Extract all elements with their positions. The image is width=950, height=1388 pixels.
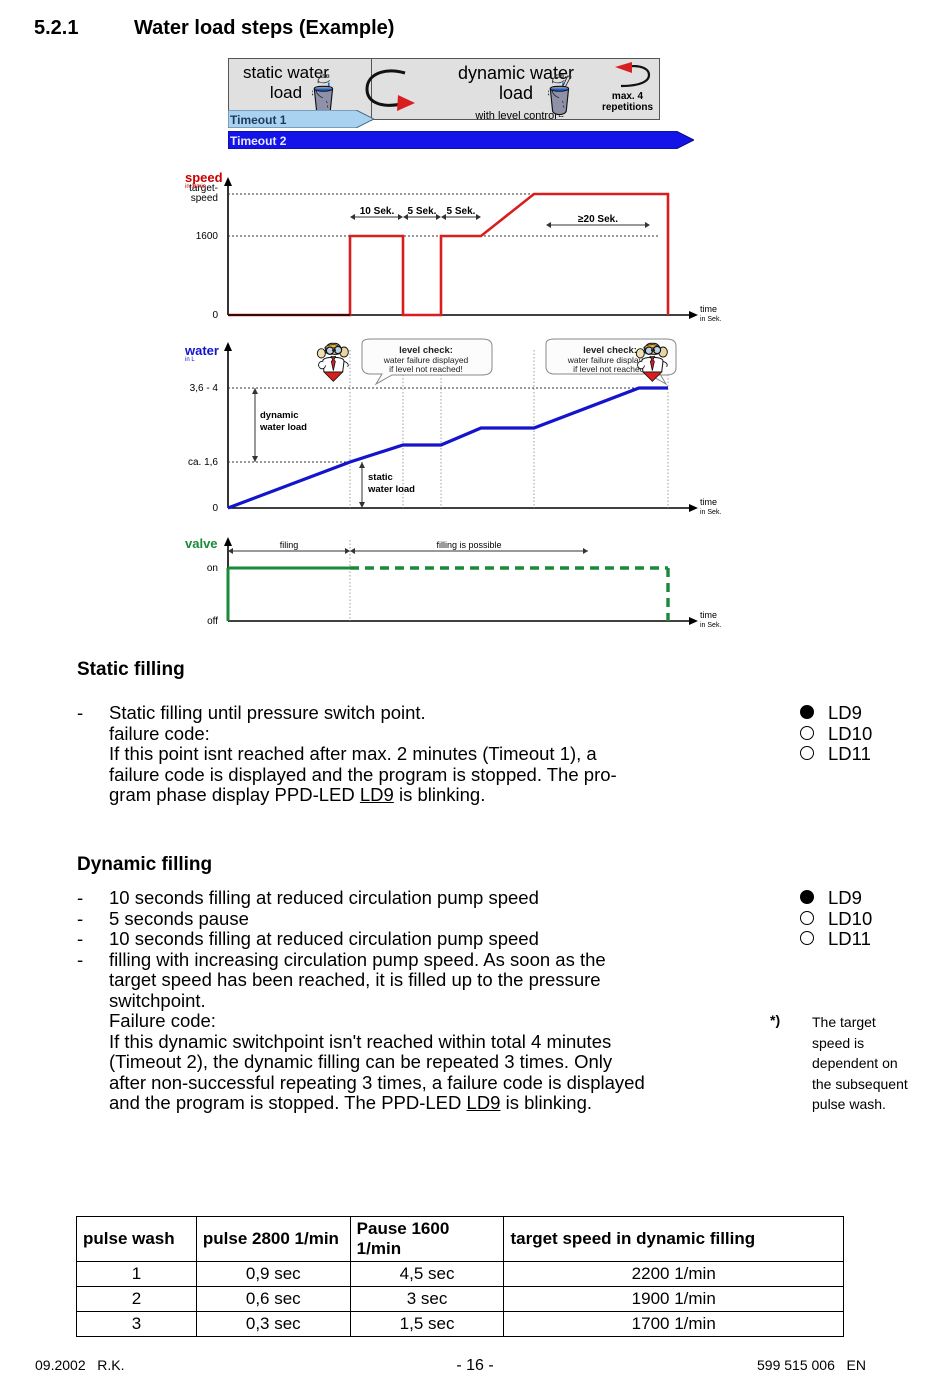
svg-text:valve: valve xyxy=(185,536,218,551)
svg-text:off: off xyxy=(207,616,218,627)
svg-text:filling is possible: filling is possible xyxy=(436,540,501,550)
svg-text:on: on xyxy=(207,563,218,574)
svg-text:filing: filing xyxy=(280,540,299,550)
svg-text:in Sek.: in Sek. xyxy=(700,622,721,629)
svg-text:time: time xyxy=(700,610,717,620)
